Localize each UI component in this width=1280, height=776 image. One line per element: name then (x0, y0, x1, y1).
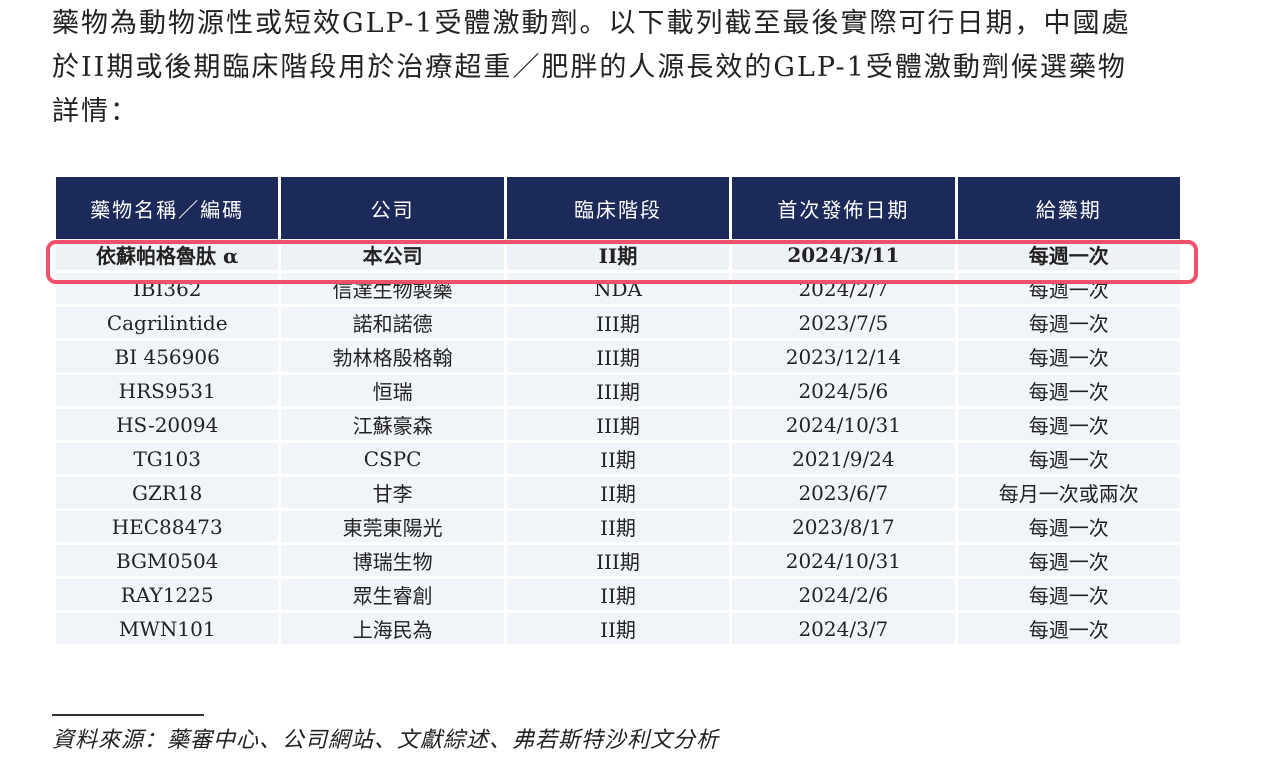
header-drug-name: 藥物名稱／編碼 (56, 177, 279, 239)
table-row-highlighted: 依蘇帕格魯肽 α 本公司 II期 2024/3/11 每週一次 (56, 239, 1180, 273)
dosing-cell: 每週一次 (957, 443, 1180, 477)
table-row: IBI362 信達生物製藥 NDA 2024/2/7 每週一次 (56, 273, 1180, 307)
drug-name-cell: HS-20094 (56, 409, 279, 443)
date-cell: 2024/2/7 (732, 273, 955, 307)
date-cell: 2024/2/6 (732, 579, 955, 613)
drug-name-cell: 依蘇帕格魯肽 α (56, 239, 279, 273)
header-dosing-period: 給藥期 (957, 177, 1180, 239)
dosing-cell: 每週一次 (957, 307, 1180, 341)
source-note: 資料來源：藥審中心、公司網站、文獻綜述、弗若斯特沙利文分析 (52, 728, 720, 753)
date-cell: 2023/6/7 (732, 477, 955, 511)
dosing-cell: 每週一次 (957, 375, 1180, 409)
company-cell: 上海民為 (281, 613, 504, 647)
company-cell: CSPC (281, 443, 504, 477)
drug-name-cell: BI 456906 (56, 341, 279, 375)
table-header-row: 藥物名稱／編碼 公司 臨床階段 首次發佈日期 給藥期 (56, 177, 1180, 239)
candidate-table-wrapper: 藥物名稱／編碼 公司 臨床階段 首次發佈日期 給藥期 依蘇帕格魯肽 α 本公司 II… (56, 177, 1186, 647)
table-body: 依蘇帕格魯肽 α 本公司 II期 2024/3/11 每週一次 IBI362 信達生物製藥 N… (56, 239, 1180, 647)
stage-cell: II期 (506, 443, 730, 477)
stage-cell: III期 (506, 307, 730, 341)
table-row: BI 456906 勃林格殷格翰 III期 2023/12/14 每週一次 (56, 341, 1180, 375)
company-cell: 信達生物製藥 (281, 273, 504, 307)
table-row: HRS9531 恒瑞 III期 2024/5/6 每週一次 (56, 375, 1180, 409)
table-row: MWN101 上海民為 II期 2024/3/7 每週一次 (56, 613, 1180, 647)
company-cell: 東莞東陽光 (281, 511, 504, 545)
dosing-cell: 每週一次 (957, 341, 1180, 375)
table-row: TG103 CSPC II期 2021/9/24 每週一次 (56, 443, 1180, 477)
drug-name-cell: BGM0504 (56, 545, 279, 579)
company-cell: 本公司 (281, 239, 504, 273)
table-row: HEC88473 東莞東陽光 II期 2023/8/17 每週一次 (56, 511, 1180, 545)
company-cell: 甘李 (281, 477, 504, 511)
dosing-cell: 每週一次 (957, 579, 1180, 613)
date-cell: 2024/5/6 (732, 375, 955, 409)
table-row: HS-20094 江蘇豪森 III期 2024/10/31 每週一次 (56, 409, 1180, 443)
date-cell: 2024/3/7 (732, 613, 955, 647)
company-cell: 博瑞生物 (281, 545, 504, 579)
table-row: Cagrilintide 諾和諾德 III期 2023/7/5 每週一次 (56, 307, 1180, 341)
footnote-rule (52, 714, 204, 716)
table-row: RAY1225 眾生睿創 II期 2024/2/6 每週一次 (56, 579, 1180, 613)
company-cell: 諾和諾德 (281, 307, 504, 341)
company-cell: 恒瑞 (281, 375, 504, 409)
dosing-cell: 每月一次或兩次 (957, 477, 1180, 511)
stage-cell: II期 (506, 239, 730, 273)
stage-cell: II期 (506, 511, 730, 545)
company-cell: 勃林格殷格翰 (281, 341, 504, 375)
drug-name-cell: HEC88473 (56, 511, 279, 545)
stage-cell: II期 (506, 613, 730, 647)
stage-cell: III期 (506, 375, 730, 409)
table-row: BGM0504 博瑞生物 III期 2024/10/31 每週一次 (56, 545, 1180, 579)
date-cell: 2024/10/31 (732, 545, 955, 579)
stage-cell: III期 (506, 341, 730, 375)
intro-line: 詳情： (52, 96, 139, 127)
intro-line: 於II期或後期臨床階段用於治療超重／肥胖的人源長效的GLP-1受體激動劑候選藥物 (52, 52, 1127, 83)
dosing-cell: 每週一次 (957, 545, 1180, 579)
stage-cell: II期 (506, 477, 730, 511)
dosing-cell: 每週一次 (957, 409, 1180, 443)
drug-name-cell: IBI362 (56, 273, 279, 307)
company-cell: 眾生睿創 (281, 579, 504, 613)
header-first-post-date: 首次發佈日期 (732, 177, 955, 239)
candidate-table: 藥物名稱／編碼 公司 臨床階段 首次發佈日期 給藥期 依蘇帕格魯肽 α 本公司 II… (53, 177, 1183, 647)
dosing-cell: 每週一次 (957, 613, 1180, 647)
drug-name-cell: GZR18 (56, 477, 279, 511)
drug-name-cell: HRS9531 (56, 375, 279, 409)
drug-name-cell: Cagrilintide (56, 307, 279, 341)
date-cell: 2024/3/11 (732, 239, 955, 273)
table-row: GZR18 甘李 II期 2023/6/7 每月一次或兩次 (56, 477, 1180, 511)
dosing-cell: 每週一次 (957, 273, 1180, 307)
dosing-cell: 每週一次 (957, 511, 1180, 545)
intro-paragraph: 藥物為動物源性或短效GLP-1受體激動劑。以下載列截至最後實際可行日期，中國處 … (52, 2, 1232, 134)
date-cell: 2023/12/14 (732, 341, 955, 375)
header-company: 公司 (281, 177, 504, 239)
stage-cell: NDA (506, 273, 730, 307)
dosing-cell: 每週一次 (957, 239, 1180, 273)
drug-name-cell: TG103 (56, 443, 279, 477)
date-cell: 2021/9/24 (732, 443, 955, 477)
stage-cell: III期 (506, 409, 730, 443)
stage-cell: II期 (506, 579, 730, 613)
date-cell: 2023/7/5 (732, 307, 955, 341)
drug-name-cell: MWN101 (56, 613, 279, 647)
stage-cell: III期 (506, 545, 730, 579)
intro-line: 藥物為動物源性或短效GLP-1受體激動劑。以下載列截至最後實際可行日期，中國處 (52, 8, 1131, 39)
company-cell: 江蘇豪森 (281, 409, 504, 443)
date-cell: 2024/10/31 (732, 409, 955, 443)
header-clinical-stage: 臨床階段 (506, 177, 730, 239)
date-cell: 2023/8/17 (732, 511, 955, 545)
drug-name-cell: RAY1225 (56, 579, 279, 613)
